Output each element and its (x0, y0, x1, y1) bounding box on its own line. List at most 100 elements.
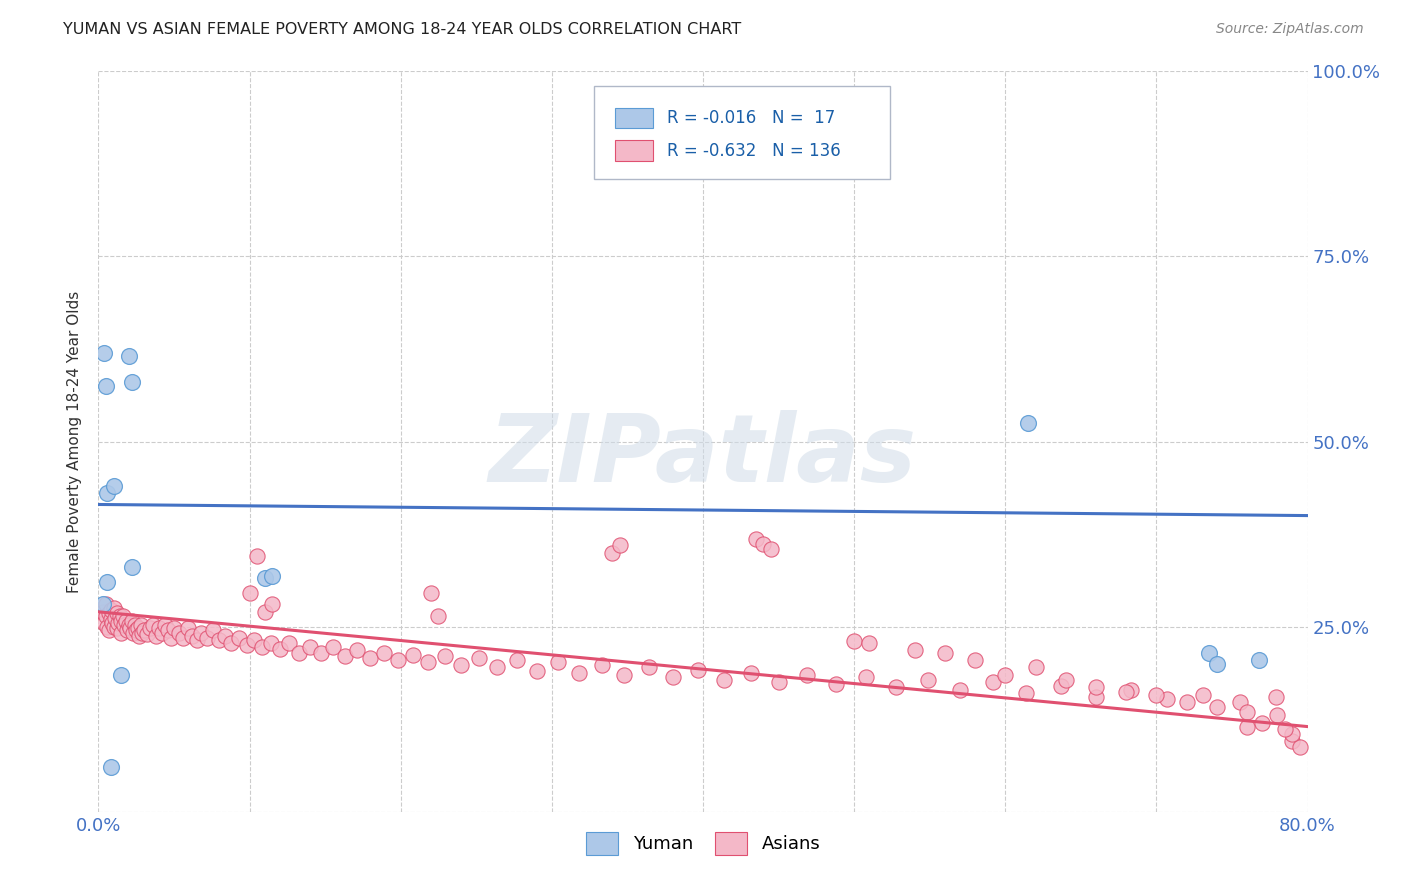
Point (100, 760, 122, 774)
Point (114, 614, 136, 628)
Point (153, 618, 176, 632)
Point (239, 586, 262, 600)
Point (121, 614, 143, 628)
Point (613, 667, 636, 681)
Point (262, 569, 284, 583)
Point (93, 615, 115, 630)
Point (115, 624, 138, 638)
Point (93, 345, 115, 359)
Point (322, 640, 344, 655)
Point (120, 621, 142, 635)
Point (108, 608, 131, 623)
Point (688, 663, 710, 677)
Point (591, 658, 613, 673)
Point (125, 624, 148, 638)
Point (103, 619, 125, 633)
Point (94, 608, 117, 623)
Point (796, 667, 818, 681)
Point (94, 379, 117, 393)
Point (96, 575, 118, 590)
Point (128, 628, 150, 642)
Point (402, 648, 425, 662)
Point (288, 646, 311, 660)
Point (450, 658, 472, 673)
Point (526, 664, 548, 678)
Point (91, 598, 114, 612)
Point (111, 608, 134, 623)
Point (713, 673, 735, 687)
Point (387, 653, 409, 667)
Point (269, 641, 291, 656)
Point (110, 667, 132, 681)
Point (145, 628, 167, 642)
Point (208, 632, 231, 647)
Point (427, 608, 450, 623)
Point (433, 649, 456, 664)
Point (127, 621, 149, 635)
Point (1206, 657, 1229, 671)
Point (333, 649, 356, 664)
Point (107, 615, 129, 630)
Point (96, 486, 118, 500)
Point (186, 632, 208, 647)
Point (110, 614, 132, 628)
Point (160, 631, 183, 645)
Point (1085, 690, 1108, 704)
Point (98, 624, 121, 638)
Point (661, 670, 683, 684)
Point (602, 546, 624, 560)
Point (121, 560, 143, 574)
Point (1175, 695, 1198, 709)
Point (163, 621, 186, 635)
Point (609, 538, 631, 552)
Point (246, 549, 269, 564)
Point (110, 625, 132, 640)
Point (1085, 681, 1108, 695)
Point (752, 537, 775, 551)
Point (181, 628, 204, 642)
Point (506, 653, 529, 667)
Legend: Yuman, Asians: Yuman, Asians (586, 832, 820, 855)
Point (176, 621, 198, 635)
Point (103, 601, 125, 615)
Point (122, 625, 145, 640)
Point (637, 660, 659, 674)
Point (277, 636, 299, 650)
Point (740, 665, 762, 680)
Text: R = -0.016   N =  17: R = -0.016 N = 17 (666, 109, 835, 127)
Point (103, 479, 125, 493)
Point (214, 628, 236, 642)
Point (1054, 673, 1077, 687)
Point (858, 636, 880, 650)
Point (250, 640, 273, 655)
Point (118, 350, 141, 364)
Point (132, 624, 155, 638)
Point (759, 541, 782, 556)
Point (994, 667, 1017, 681)
Point (468, 650, 491, 665)
Y-axis label: Female Poverty Among 18-24 Year Olds: Female Poverty Among 18-24 Year Olds (67, 291, 83, 592)
Point (1281, 727, 1303, 741)
Point (190, 625, 212, 640)
Point (91, 605, 114, 619)
Point (1267, 708, 1289, 723)
Point (420, 586, 443, 600)
Point (1115, 685, 1137, 699)
Point (172, 631, 194, 645)
Point (253, 571, 276, 585)
Point (299, 640, 322, 655)
Point (486, 660, 509, 674)
Point (949, 682, 972, 697)
Point (1236, 705, 1258, 719)
Point (124, 618, 146, 632)
Point (568, 665, 591, 680)
Point (100, 603, 122, 617)
Point (150, 625, 173, 640)
Point (886, 681, 908, 695)
Point (904, 643, 927, 657)
Point (235, 638, 257, 652)
Point (156, 624, 179, 638)
Point (768, 675, 790, 690)
Point (1015, 686, 1038, 700)
Point (1206, 699, 1229, 714)
